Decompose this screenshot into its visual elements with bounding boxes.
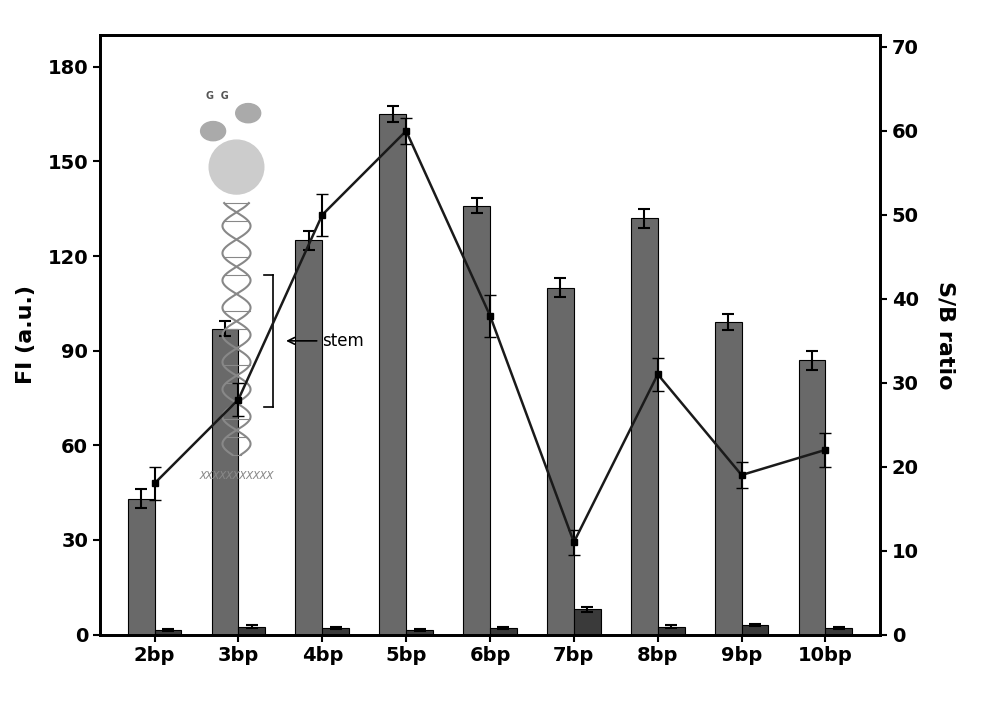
Bar bbox=[463, 206, 490, 634]
Bar bbox=[155, 630, 181, 635]
Text: G  G: G G bbox=[206, 91, 228, 101]
Text: XXXXXXXXXXX: XXXXXXXXXXX bbox=[199, 471, 274, 481]
Ellipse shape bbox=[209, 140, 264, 194]
Bar bbox=[547, 288, 574, 634]
Bar bbox=[742, 625, 768, 634]
Bar bbox=[128, 499, 155, 634]
Circle shape bbox=[201, 121, 226, 141]
Text: stem: stem bbox=[288, 332, 364, 350]
Bar bbox=[574, 609, 601, 634]
Bar bbox=[631, 218, 658, 634]
Bar bbox=[212, 329, 238, 634]
Bar bbox=[490, 628, 517, 634]
Bar bbox=[406, 630, 433, 635]
Bar bbox=[238, 627, 265, 634]
Bar bbox=[799, 360, 825, 634]
Y-axis label: FI (a.u.): FI (a.u.) bbox=[16, 286, 36, 384]
Circle shape bbox=[236, 104, 261, 123]
Y-axis label: S/B ratio: S/B ratio bbox=[935, 281, 955, 389]
Bar bbox=[295, 240, 322, 634]
Bar bbox=[322, 628, 349, 634]
Bar bbox=[379, 114, 406, 634]
Bar bbox=[825, 628, 852, 634]
Bar bbox=[658, 627, 685, 634]
Bar bbox=[715, 322, 742, 634]
